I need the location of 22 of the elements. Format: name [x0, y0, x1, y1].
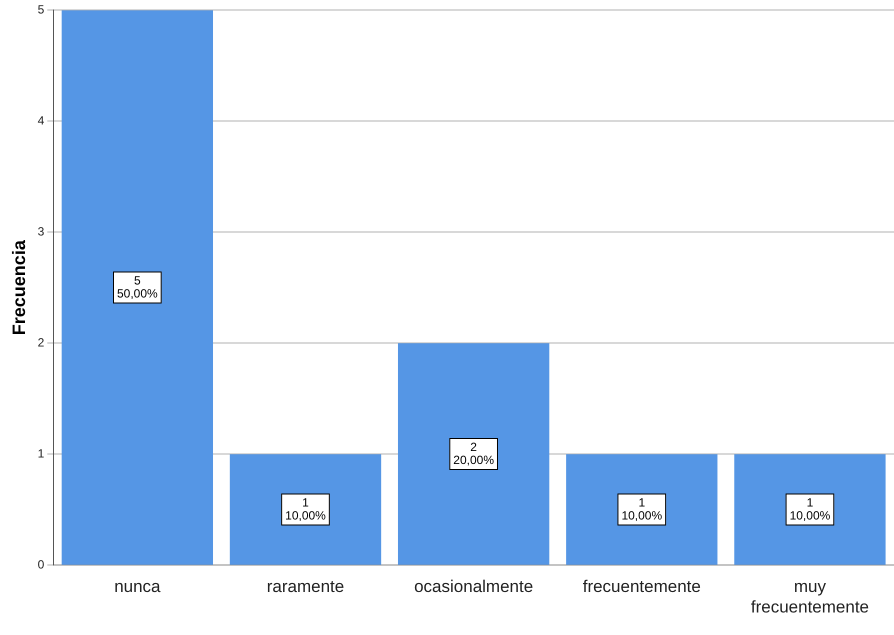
- x-tick-label: frecuentemente: [582, 577, 701, 596]
- y-tick-label: 1: [38, 446, 45, 461]
- bar: [62, 10, 214, 565]
- bar: [734, 454, 886, 565]
- y-tick-label: 3: [38, 224, 45, 239]
- bar: [566, 454, 718, 565]
- y-tick-label: 0: [38, 558, 45, 572]
- y-tick-label: 5: [38, 2, 45, 17]
- bar: [230, 454, 382, 565]
- x-tick-label: ocasionalmente: [414, 577, 534, 596]
- data-label: 1 10,00%: [790, 495, 831, 522]
- data-label: 1 10,00%: [621, 495, 662, 522]
- bar: [398, 343, 550, 565]
- data-label: 1 10,00%: [285, 495, 326, 522]
- y-tick-label: 4: [38, 114, 45, 128]
- data-label: 2 20,00%: [453, 440, 494, 467]
- y-axis-title: Frecuencia: [8, 239, 29, 336]
- x-tick-label: nunca: [114, 577, 162, 596]
- x-tick-label: raramente: [266, 577, 344, 596]
- data-label: 5 50,00%: [116, 273, 158, 300]
- x-tick-label: muy frecuentemente: [750, 577, 869, 616]
- y-tick-label: 2: [38, 336, 45, 350]
